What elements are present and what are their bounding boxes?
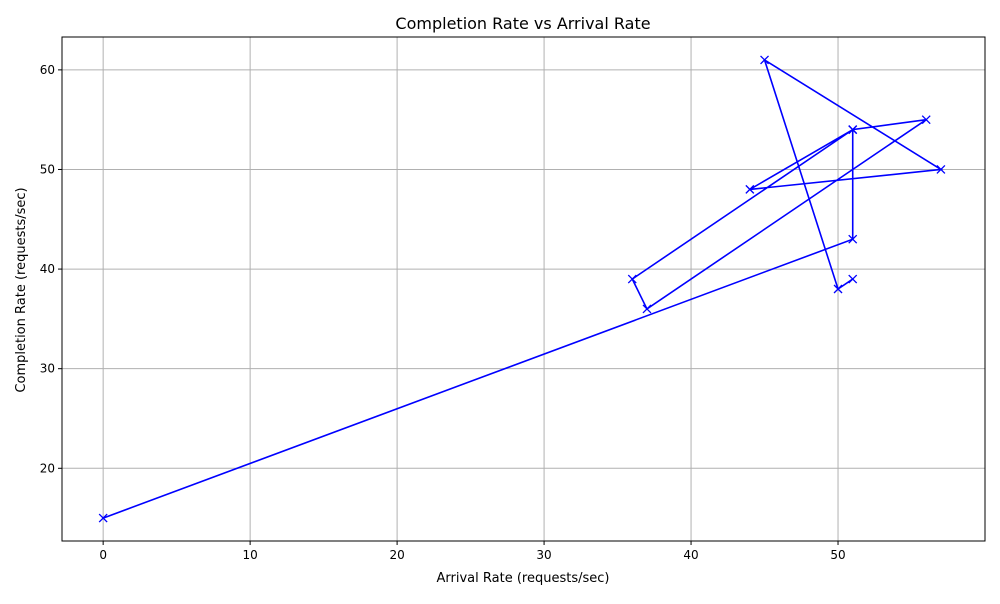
point-marker-stroke: [627, 274, 637, 284]
y-axis-ticks: 20 30 40 50 60: [40, 63, 62, 475]
axes: [61, 36, 986, 542]
x-tick-label: 50: [830, 548, 845, 562]
data-point: [760, 55, 769, 65]
point-marker-stroke: [936, 165, 946, 174]
x-tick-label: 30: [536, 548, 551, 562]
data-point: [745, 184, 755, 194]
y-tick-label: 50: [40, 162, 55, 176]
point-marker-stroke: [760, 55, 769, 65]
data-point: [627, 274, 637, 284]
x-axis-label: Arrival Rate (requests/sec): [437, 571, 610, 586]
y-tick-label: 40: [40, 262, 55, 276]
x-tick-label: 40: [683, 548, 698, 562]
point-marker-stroke: [642, 304, 652, 314]
grid: [62, 37, 985, 541]
series-layer: [98, 55, 946, 523]
data-point: [848, 274, 858, 284]
x-tick-label: 0: [99, 548, 107, 562]
data-point: [848, 234, 858, 244]
x-tick-label: 20: [389, 548, 404, 562]
data-point: [642, 304, 652, 314]
data-point: [921, 115, 931, 125]
data-point: [833, 284, 843, 294]
data-point: [936, 165, 946, 174]
x-tick-label: 10: [242, 548, 257, 562]
point-marker-stroke: [745, 184, 755, 194]
point-marker-stroke: [848, 125, 858, 135]
plot-frame: [61, 36, 986, 542]
x-axis-ticks: 0 10 20 30 40 50: [99, 541, 846, 562]
point-marker-stroke: [848, 274, 858, 284]
point-marker-stroke: [848, 234, 858, 244]
point-marker-stroke: [921, 115, 931, 125]
y-tick-label: 60: [40, 63, 55, 77]
y-tick-label: 30: [40, 362, 55, 376]
data-point: [98, 513, 108, 523]
point-marker-stroke: [833, 284, 843, 294]
y-tick-label: 20: [40, 461, 55, 475]
point-marker-stroke: [98, 513, 108, 523]
data-point: [848, 125, 858, 135]
series-line: [102, 58, 944, 519]
chart-title: Completion Rate vs Arrival Rate: [395, 14, 650, 33]
y-axis-label: Completion Rate (requests/sec): [14, 187, 29, 392]
